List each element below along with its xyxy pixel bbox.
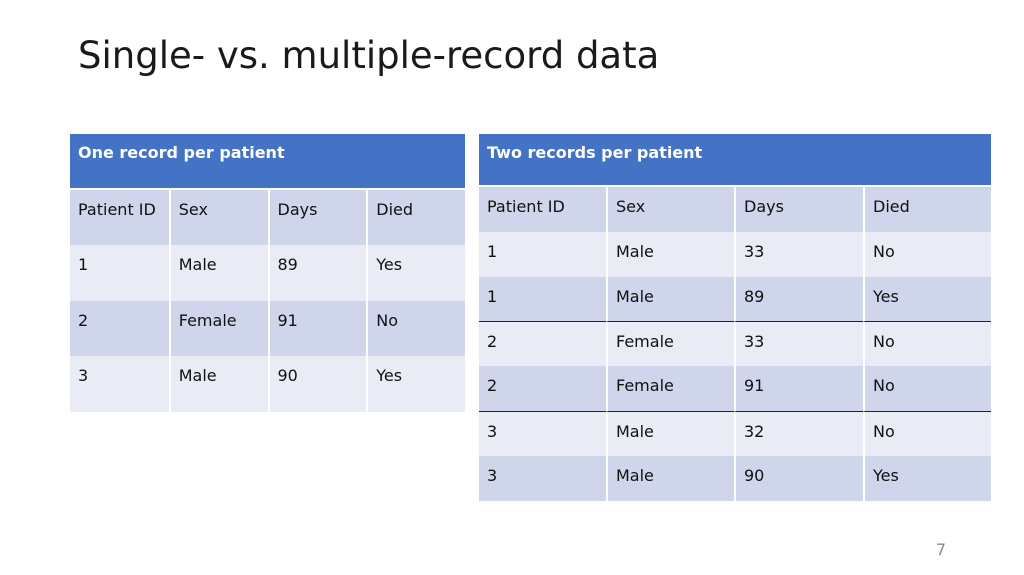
table-cell: Female: [168, 300, 268, 356]
column-header: Days: [734, 187, 863, 232]
table-cell: 91: [267, 300, 367, 356]
table-header-row: Patient ID Sex Days Died: [70, 189, 465, 245]
table-caption-row: One record per patient: [70, 134, 465, 190]
table-cell: Male: [168, 245, 268, 301]
slide-title: Single- vs. multiple-record data: [78, 34, 660, 77]
table-cell: 90: [267, 356, 367, 412]
table-cell: 1: [479, 231, 606, 277]
table-cell: No: [863, 410, 991, 456]
table-header-row: Patient ID Sex Days Died: [479, 187, 991, 232]
column-header: Patient ID: [70, 189, 169, 245]
table-row: 2 Female 91 No: [70, 300, 465, 356]
page-number: 7: [935, 540, 946, 559]
table-row: 3 Male 32 No: [479, 410, 991, 456]
table-cell: 89: [734, 276, 863, 322]
table-cell: No: [366, 300, 465, 356]
table-cell: 91: [734, 366, 863, 411]
table-cell: Female: [606, 366, 734, 411]
table-cell: Male: [606, 276, 734, 322]
table-cell: 1: [479, 276, 606, 322]
table-row: 2 Female 33 No: [479, 321, 991, 367]
table-cell: 2: [479, 366, 606, 411]
table-row: 1 Male 33 No: [479, 231, 991, 277]
column-header: Died: [366, 189, 465, 245]
column-header: Days: [267, 189, 367, 245]
column-header: Died: [863, 187, 991, 232]
column-header: Sex: [606, 187, 734, 232]
table-cell: Yes: [366, 245, 465, 301]
table-cell: Male: [168, 356, 268, 412]
table-caption: Two records per patient: [479, 134, 991, 187]
table-row: 2 Female 91 No: [479, 366, 991, 411]
table-cell: Yes: [366, 356, 465, 412]
table-row: 3 Male 90 Yes: [70, 356, 465, 412]
table-cell: 1: [70, 245, 169, 301]
table-cell: 90: [734, 455, 863, 501]
table-cell: Male: [606, 231, 734, 277]
table-cell: No: [863, 321, 991, 367]
column-header: Sex: [168, 189, 268, 245]
table-cell: 3: [70, 356, 169, 412]
table-cell: 32: [734, 410, 863, 456]
table-row: 3 Male 90 Yes: [479, 455, 991, 501]
column-header: Patient ID: [479, 187, 606, 232]
table-cell: 3: [479, 410, 606, 456]
table-cell: Female: [606, 321, 734, 367]
table-cell: Yes: [863, 276, 991, 322]
one-record-table: One record per patient Patient ID Sex Da…: [70, 134, 465, 412]
two-records-table: Two records per patient Patient ID Sex D…: [479, 134, 991, 501]
table-caption-row: Two records per patient: [479, 134, 991, 187]
table-cell: 89: [267, 245, 367, 301]
table-cell: No: [863, 366, 991, 411]
table-row: 1 Male 89 Yes: [70, 245, 465, 301]
table-row: 1 Male 89 Yes: [479, 276, 991, 322]
table-cell: 3: [479, 455, 606, 501]
table-caption: One record per patient: [70, 134, 465, 190]
table-cell: 2: [479, 321, 606, 367]
table-cell: 33: [734, 321, 863, 367]
table-cell: Male: [606, 410, 734, 456]
table-cell: Yes: [863, 455, 991, 501]
table-cell: 2: [70, 300, 169, 356]
table-cell: 33: [734, 231, 863, 277]
table-cell: Male: [606, 455, 734, 501]
table-cell: No: [863, 231, 991, 277]
